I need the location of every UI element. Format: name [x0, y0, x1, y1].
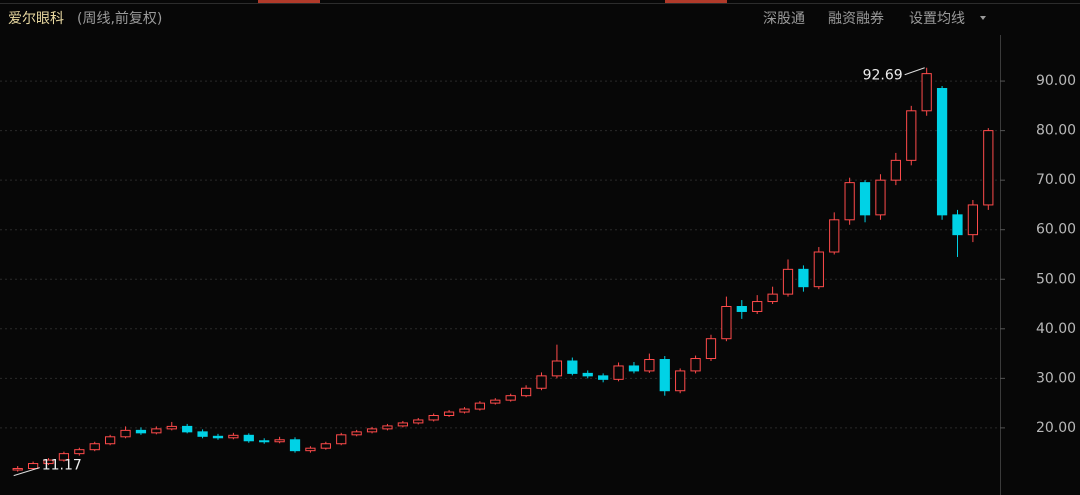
candle-body: [228, 434, 239, 439]
y-tick-label: 50.00: [1036, 271, 1076, 287]
candle-body: [382, 425, 393, 430]
y-tick-label: 40.00: [1036, 321, 1076, 337]
candle-body: [659, 359, 670, 392]
candle-body: [351, 431, 362, 436]
candle-body: [906, 110, 917, 161]
candle-body: [628, 365, 640, 372]
candle-body: [12, 468, 23, 471]
annotation-arrow: [13, 467, 40, 477]
candle-body: [274, 439, 285, 443]
candle-body: [212, 435, 224, 439]
candle-body: [105, 436, 116, 445]
candle-body: [675, 370, 686, 392]
candle-body: [890, 159, 901, 181]
candle-body: [736, 306, 747, 312]
active-tab: [258, 0, 320, 3]
candle-body: [397, 422, 408, 427]
y-tick-label: 30.00: [1036, 370, 1076, 386]
candle-body: [428, 415, 439, 421]
candle-body: [27, 463, 39, 470]
candle-body: [182, 425, 193, 433]
candle-body: [967, 204, 979, 236]
annotation-label: 92.69: [863, 68, 903, 84]
y-tick-label: 70.00: [1036, 172, 1076, 188]
candle-body: [459, 408, 470, 413]
candle-body: [89, 443, 100, 451]
candle-body: [366, 428, 378, 433]
candle-body: [598, 375, 609, 380]
candle-body: [829, 219, 840, 253]
period-label: (周线,前复权): [77, 10, 162, 27]
candle-body: [921, 73, 932, 112]
candle-body: [721, 306, 732, 340]
candle-body: [536, 375, 547, 389]
active-tab: [665, 0, 727, 3]
candle-body: [936, 88, 948, 216]
annotation-label: 11.17: [42, 458, 82, 474]
candle-body: [305, 447, 316, 452]
candle-body: [782, 268, 794, 295]
candle-body: [582, 372, 593, 377]
stock-name: 爱尔眼科: [8, 11, 64, 27]
candle-body: [259, 440, 270, 443]
candle-body: [690, 358, 701, 372]
candle-body: [813, 251, 824, 288]
annotation-arrow: [904, 67, 925, 76]
candle-body: [336, 434, 347, 445]
candle-body: [443, 411, 455, 417]
candle-body: [58, 453, 70, 461]
candle-body: [166, 425, 177, 430]
candle-body: [859, 182, 871, 216]
candle-body: [767, 293, 778, 303]
candle-body: [613, 365, 624, 380]
candle-body: [197, 431, 208, 437]
candle-body: [320, 443, 331, 449]
candle-body: [952, 214, 963, 236]
candle-body: [505, 395, 516, 401]
candle-body: [151, 428, 162, 434]
candle-body: [644, 359, 655, 372]
candle-body: [135, 429, 147, 434]
toolbar-button[interactable]: 深股通: [763, 11, 805, 27]
candle-body: [567, 360, 578, 374]
candle-body: [120, 429, 131, 438]
candle-body: [490, 399, 501, 404]
candle-body: [752, 301, 763, 312]
candle-body: [520, 387, 532, 397]
toolbar-button[interactable]: 设置均线: [909, 11, 965, 27]
candle-body: [74, 449, 85, 455]
y-tick-label: 90.00: [1036, 73, 1076, 89]
candle-body: [705, 338, 717, 360]
candle-body: [983, 130, 994, 206]
dropdown-arrow[interactable]: [980, 16, 986, 20]
candle-body: [798, 268, 809, 288]
y-tick-label: 80.00: [1036, 123, 1076, 139]
y-tick-label: 60.00: [1036, 222, 1076, 238]
candle-body: [551, 360, 563, 377]
candle-body: [243, 434, 254, 442]
toolbar-button[interactable]: 融资融券: [828, 11, 884, 27]
candle-body: [43, 459, 54, 465]
candle-body: [289, 439, 301, 452]
candle-body: [413, 419, 424, 424]
candle-body: [875, 179, 886, 216]
candle-body: [474, 402, 486, 410]
candle-body: [844, 182, 855, 221]
y-tick-label: 20.00: [1036, 420, 1076, 436]
